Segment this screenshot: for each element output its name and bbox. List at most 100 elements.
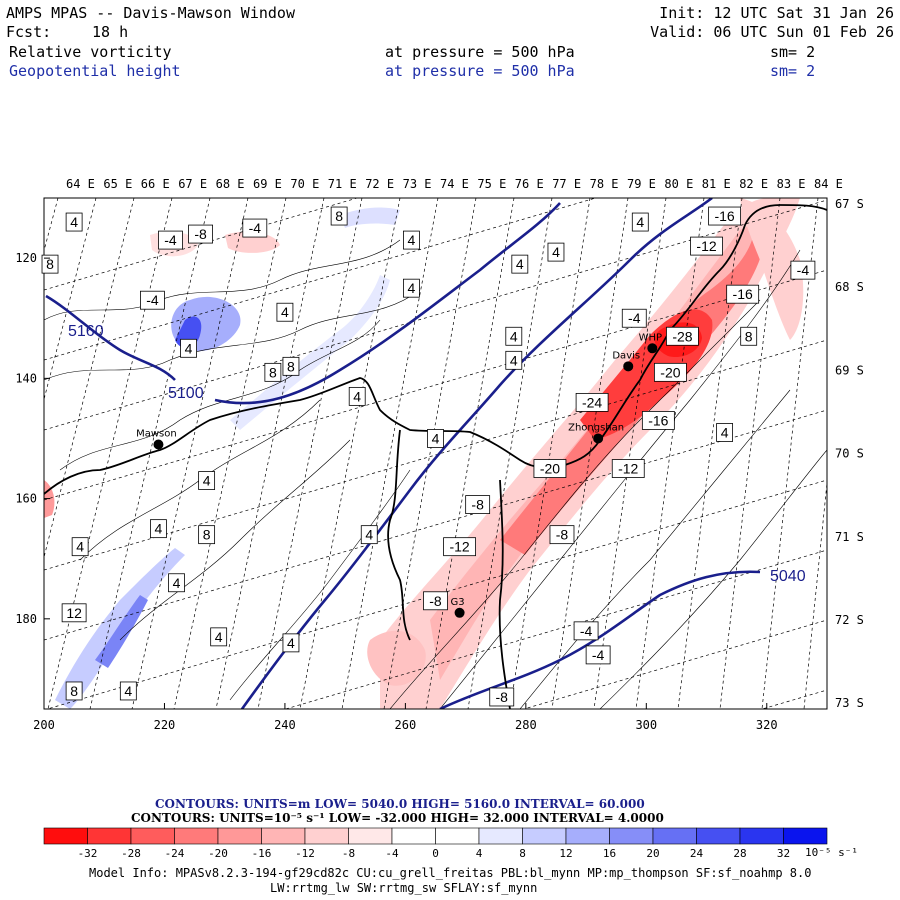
y-tick-label: 180 <box>15 612 37 626</box>
colorbar-tick: -28 <box>121 847 141 860</box>
contour-label-value: 4 <box>215 629 223 645</box>
longitude-labels: 64 E 65 E 66 E 67 E 68 E 69 E 70 E 71 E 72 E 73 E… <box>66 177 843 191</box>
height-contour-5100-west <box>214 202 561 405</box>
colorbar-swatch <box>478 827 523 845</box>
parallel-line <box>44 198 597 361</box>
contour-label-box <box>547 242 565 262</box>
y-tick-label: 160 <box>15 492 37 506</box>
contour-label: -20 <box>533 459 567 478</box>
positive-vorticity-band <box>230 275 390 430</box>
station-name: Davis <box>612 350 640 361</box>
contour-label-box <box>150 519 167 539</box>
contour-label: -16 <box>726 284 760 304</box>
contour-label-value: 8 <box>203 527 211 543</box>
contour-label-value: 4 <box>636 214 644 230</box>
contour-label-box <box>716 423 734 442</box>
forecast-hour: 18 h <box>92 23 129 41</box>
meridian-line <box>425 198 515 709</box>
latitude-label: 71 S <box>835 530 864 544</box>
station-name: Mawson <box>136 428 177 439</box>
contour-label-box <box>465 495 491 515</box>
colorbar-swatch <box>43 827 88 845</box>
model-info-line2: LW:rrtmg_lw SW:rrtmg_sw SFLAY:sf_mynn <box>270 881 538 895</box>
contour-label: 12 <box>61 603 87 623</box>
colorbar-tick: 20 <box>646 847 659 860</box>
colorbar-tick: 16 <box>603 847 616 860</box>
colorbar-tick: 24 <box>690 847 704 860</box>
colorbar-tick-labels: -32 -28 -24 -20 -16 -12 -8 -4 0 4 8 12 16 20 24 28 32 <box>78 847 791 860</box>
longitude-label: 68 E <box>216 177 245 191</box>
parallel-line <box>284 549 827 709</box>
contour-label-box <box>188 224 214 244</box>
contour-label-value: -4 <box>592 647 605 663</box>
meridian-line <box>299 198 401 709</box>
longitude-label: 77 E <box>552 177 581 191</box>
contour-label-box <box>65 681 83 701</box>
window-title: AMPS MPAS -- Davis-Mawson Window <box>6 4 295 22</box>
contour-label-box <box>41 254 59 274</box>
contour-label: 4 <box>547 242 565 262</box>
contour-label: -8 <box>423 591 448 611</box>
colorbar-swatch <box>696 827 741 845</box>
meridian-line <box>0 198 20 709</box>
longitude-label: 70 E <box>290 177 319 191</box>
longitude-label: 64 E <box>66 177 95 191</box>
contour-label-value: -16 <box>648 412 668 428</box>
contour-label-value: 4 <box>510 352 518 368</box>
contour-label-value: -8 <box>496 689 509 705</box>
meridian-line <box>551 198 629 709</box>
colorbar <box>43 827 828 845</box>
contour-label-value: -12 <box>618 461 638 477</box>
latitude-label: 67 S <box>835 197 864 211</box>
model-info-line1: Model Info: MPASv8.2.3-194-gf29cd82c CU:… <box>89 866 812 880</box>
colorbar-swatch <box>348 827 393 845</box>
contour-label: -8 <box>549 525 575 545</box>
contour-label-value: -16 <box>714 208 734 224</box>
contour-label-value: 4 <box>552 244 560 260</box>
plot-field <box>0 198 827 709</box>
longitude-label: 78 E <box>590 177 619 191</box>
contour-label-value: -8 <box>556 527 569 543</box>
forecast-label: Fcst: <box>6 23 52 41</box>
longitude-label: 65 E <box>103 177 132 191</box>
positive-vorticity-band <box>340 207 400 228</box>
contour-label-box <box>65 212 83 232</box>
meridian-line <box>509 198 591 709</box>
meridian-line <box>719 198 781 709</box>
contour-label: 4 <box>403 230 420 250</box>
contour-label-value: 4 <box>721 424 729 440</box>
colorbar-swatch <box>217 827 262 845</box>
contour-label-value: 4 <box>155 521 163 537</box>
height-label-5040: 5040 <box>770 568 806 585</box>
contour-label: -8 <box>188 224 214 244</box>
colorbar-tick: -8 <box>342 847 355 860</box>
contour-label-box <box>119 681 137 701</box>
colorbar-tick: -20 <box>208 847 228 860</box>
longitude-label: 75 E <box>477 177 506 191</box>
contour-label-box <box>264 362 282 382</box>
contour-label: -8 <box>465 495 491 515</box>
x-tick-label: 260 <box>395 718 417 732</box>
contour-label-box <box>198 525 216 545</box>
colorbar-tick: 32 <box>777 847 790 860</box>
station-marker <box>647 343 658 354</box>
field1-pressure: at pressure = 500 hPa <box>385 43 575 61</box>
contour-label-box <box>403 278 420 298</box>
contour-label: 4 <box>505 350 523 370</box>
y-tick-label: 120 <box>15 251 37 265</box>
contour-label-box <box>533 459 567 478</box>
contour-label-box <box>585 645 611 665</box>
longitude-label: 71 E <box>328 177 357 191</box>
contour-label-value: -12 <box>449 539 469 555</box>
contour-label: -16 <box>641 411 675 430</box>
colorbar-swatch <box>609 827 654 845</box>
negative-vorticity-patch <box>740 198 804 340</box>
contour-label: -4 <box>140 290 165 310</box>
latitude-labels: 67 S 68 S 69 S 70 S 71 S 72 S 73 S <box>835 197 864 710</box>
contour-label-value: -4 <box>146 292 159 308</box>
colorbar-swatch <box>435 827 480 845</box>
contour-label: 4 <box>210 627 228 647</box>
contour-label-value: -8 <box>471 497 484 513</box>
contour-label: -28 <box>666 326 699 346</box>
contour-label: 4 <box>276 302 294 322</box>
